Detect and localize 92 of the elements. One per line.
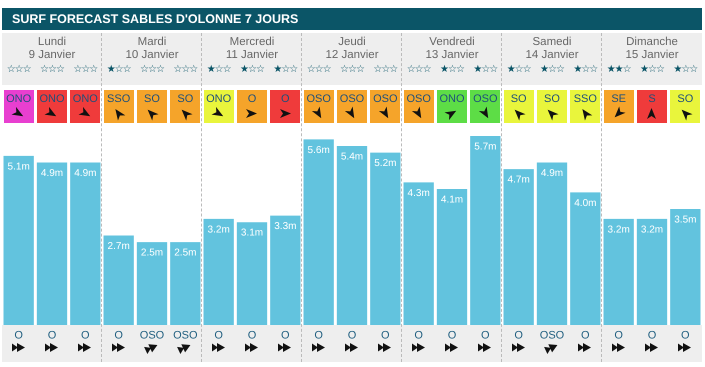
- text: ☆☆☆: [306, 64, 332, 76]
- data-label: 3.2m: [640, 224, 664, 236]
- data-label: 3.5m: [674, 214, 696, 226]
- text: SO: [510, 92, 528, 106]
- text: ☆☆☆: [172, 64, 198, 76]
- x-tick-label: O: [114, 330, 124, 342]
- text: SO: [676, 92, 694, 106]
- text: ☆☆☆: [339, 64, 365, 76]
- text: O: [246, 92, 258, 106]
- data-label: 3.3m: [274, 221, 296, 232]
- x-tick-label: O: [14, 330, 24, 342]
- text: Vendredi 13 Janvier: [424, 36, 480, 62]
- text: S: [647, 92, 657, 106]
- text: ★☆☆: [639, 64, 665, 76]
- text: Lundi 9 Janvier: [28, 36, 76, 62]
- text: ★☆☆: [239, 64, 265, 76]
- x-tick-label: O: [414, 330, 424, 342]
- text: SO: [176, 92, 194, 106]
- text: ONO: [438, 92, 466, 106]
- data-label: 4.9m: [40, 168, 64, 180]
- data-label: 4.9m: [540, 168, 564, 180]
- text: ONO: [72, 92, 99, 106]
- data-label: 5.1m: [8, 161, 30, 172]
- text: O: [280, 92, 291, 106]
- text: SSO: [572, 92, 598, 106]
- text: SE: [610, 92, 627, 106]
- data-label: 3.1m: [240, 228, 264, 239]
- x-tick-label: OSO: [140, 330, 165, 342]
- text: Mardi 10 Janvier: [124, 36, 180, 62]
- text: ★★☆: [606, 64, 632, 76]
- text: SO: [543, 92, 561, 106]
- x-tick-label: O: [281, 330, 290, 342]
- x-tick-label: O: [581, 330, 590, 342]
- x-tick-label: O: [381, 330, 390, 342]
- x-tick-label: O: [214, 330, 224, 342]
- text: ONO: [205, 92, 232, 106]
- x-tick-label: O: [81, 330, 90, 342]
- text: OSO: [305, 92, 332, 106]
- x-tick-label: O: [314, 330, 324, 342]
- data-label: 2.7m: [108, 240, 130, 252]
- text: ☆☆☆: [406, 64, 432, 76]
- x-tick-label: O: [481, 330, 490, 342]
- data-label: 4.7m: [508, 174, 530, 186]
- text: Dimanche 15 Janvier: [624, 36, 680, 62]
- data-label: 5.4m: [340, 151, 364, 162]
- data-label: 5.6m: [308, 144, 330, 156]
- text: ☆☆☆: [139, 64, 165, 76]
- text: OSO: [405, 92, 432, 106]
- text: OSO: [372, 92, 399, 106]
- text: ★☆☆: [206, 64, 232, 76]
- x-tick-label: O: [514, 330, 524, 342]
- text: ☆☆☆: [6, 64, 32, 76]
- x-tick-label: O: [448, 330, 457, 342]
- data-label: 2.5m: [174, 248, 196, 259]
- text: ONO: [38, 92, 66, 106]
- text: Jeudi 12 Janvier: [324, 36, 380, 62]
- data-label: 3.2m: [208, 224, 230, 236]
- text: ★☆☆: [472, 64, 498, 76]
- chart-title: SURF FORECAST SABLES D'OLONNE 7 JOURS: [2, 8, 702, 30]
- text: SSO: [106, 92, 132, 106]
- x-tick-label: O: [648, 330, 657, 342]
- text: SO: [143, 92, 161, 106]
- x-tick-label: O: [348, 330, 357, 342]
- data-label: 5.2m: [374, 158, 396, 170]
- text: ★☆☆: [572, 64, 598, 76]
- text: Samedi 14 Janvier: [524, 36, 580, 62]
- data-label: 4.0m: [574, 198, 596, 209]
- x-tick-label: OSO: [540, 330, 565, 342]
- text: ONO: [5, 92, 32, 106]
- text: ☆☆☆: [39, 64, 65, 76]
- x-tick-label: O: [48, 330, 57, 342]
- data-label: 4.1m: [440, 194, 464, 206]
- x-tick-label: O: [614, 330, 624, 342]
- text: ★☆☆: [539, 64, 565, 76]
- data-label: 5.7m: [474, 142, 496, 152]
- text: ☆☆☆: [372, 64, 398, 76]
- text: ★☆☆: [106, 64, 132, 76]
- data-label: 3.2m: [608, 224, 630, 236]
- text: ☆☆☆: [72, 64, 98, 76]
- text: ★☆☆: [439, 64, 465, 76]
- data-label: 2.5m: [140, 248, 164, 259]
- x-tick-label: OSO: [173, 330, 198, 342]
- data-label: 4.9m: [74, 168, 96, 180]
- text: Mercredi 11 Janvier: [224, 36, 280, 62]
- x-tick-label: O: [681, 330, 690, 342]
- text: ★☆☆: [506, 64, 532, 76]
- x-tick-label: O: [248, 330, 257, 342]
- text: OSO: [472, 92, 499, 106]
- text: ★☆☆: [672, 64, 698, 76]
- data-label: 4.3m: [408, 188, 430, 199]
- text: ★☆☆: [272, 64, 298, 76]
- text: OSO: [338, 92, 366, 106]
